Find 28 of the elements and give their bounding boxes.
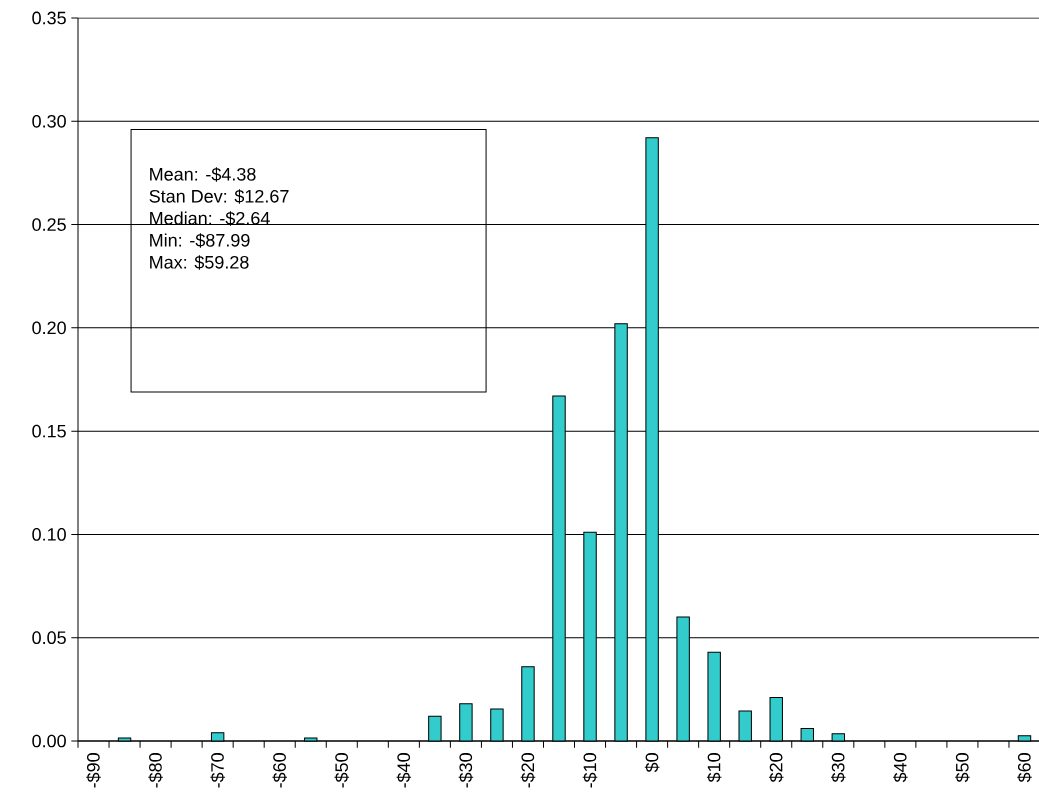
annotation: Min: -$87.99 [150, 233, 250, 248]
x-tick-label: -$50 [334, 753, 350, 788]
y-tick-label: 0.20 [32, 321, 66, 335]
x-tick-label: $20 [768, 753, 784, 783]
x-tick-label: -$90 [86, 753, 101, 788]
x-tick-label: -$30 [458, 753, 474, 788]
x-tick-label: $10 [706, 753, 722, 783]
x-tick-label: -$60 [272, 753, 287, 788]
x-tick-label: $40 [893, 753, 908, 783]
y-tick-label: 0.25 [32, 218, 66, 231]
x-tick-label: $30 [831, 753, 846, 783]
x-tick-label: -$10 [582, 753, 598, 788]
x-tick-label: $50 [955, 753, 970, 783]
y-tick-label: 0.10 [32, 528, 66, 541]
y-tick-label: 0.15 [32, 424, 66, 438]
x-tick-label: -$20 [520, 753, 536, 788]
annotation: Stan Dev: $12.67 [149, 189, 289, 204]
x-tick-label: $60 [1017, 753, 1032, 783]
x-tick-label: $0 [644, 753, 660, 773]
y-tick-label: 0.35 [32, 11, 66, 25]
annotation: Mean: -$4.38 [150, 167, 256, 182]
x-tick-label: -$80 [148, 753, 163, 788]
x-tick-label: -$70 [210, 753, 225, 788]
y-tick-label: 0.00 [32, 734, 66, 748]
x-tick-label: -$40 [396, 753, 412, 788]
y-tick-label: 0.05 [32, 631, 66, 645]
y-tick-label: 0.30 [32, 114, 66, 128]
annotation: Max: $59.28 [150, 255, 249, 270]
